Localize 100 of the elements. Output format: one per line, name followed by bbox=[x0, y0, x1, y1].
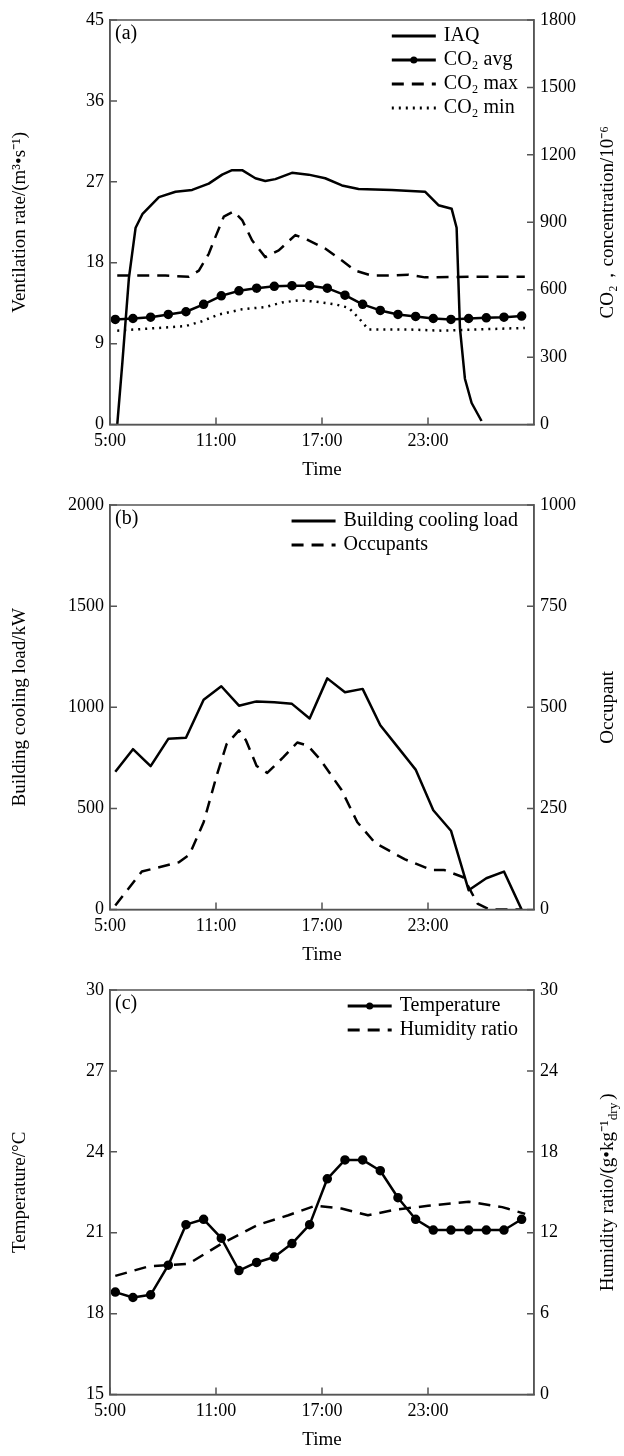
annotation: (b) bbox=[115, 506, 139, 530]
x-tick-label: 17:00 bbox=[301, 1400, 343, 1421]
y-tick-label: 1000 bbox=[68, 696, 104, 717]
point bbox=[287, 1238, 297, 1249]
legend-label: Temperature bbox=[399, 993, 501, 1017]
point bbox=[463, 313, 474, 324]
x-tick-label: 23:00 bbox=[407, 1400, 449, 1421]
x-axis-title: Time bbox=[302, 1427, 342, 1449]
point bbox=[234, 1265, 244, 1276]
point bbox=[269, 1252, 280, 1262]
point bbox=[145, 1290, 156, 1300]
point bbox=[181, 307, 191, 317]
point bbox=[163, 1260, 174, 1270]
x-tick-label: 23:00 bbox=[407, 430, 449, 451]
y2-axis-title: CO₂，concentration/10⁻⁶ bbox=[595, 126, 617, 319]
legend-label: Building cooling load bbox=[343, 508, 518, 532]
point bbox=[216, 1233, 227, 1243]
y2-tick-label: 1800 bbox=[540, 8, 576, 29]
point bbox=[393, 1192, 403, 1203]
x-tick-label: 23:00 bbox=[407, 915, 449, 936]
y-axis-title: Building cooling load/kW bbox=[7, 608, 29, 807]
point bbox=[499, 312, 509, 322]
y-tick-label: 500 bbox=[77, 797, 104, 818]
y-tick-label: 30 bbox=[86, 978, 104, 999]
y2-tick-label: 1000 bbox=[540, 493, 576, 514]
point bbox=[198, 1214, 209, 1225]
legend-label: Occupants bbox=[343, 532, 429, 556]
y-tick-label: 45 bbox=[86, 8, 104, 29]
point bbox=[516, 311, 527, 321]
x-tick-label: 11:00 bbox=[195, 915, 237, 936]
y2-axis-title: Humidity ratio/(g•kg⁻¹dry) bbox=[595, 1093, 621, 1292]
y-tick-label: 18 bbox=[86, 251, 104, 272]
point bbox=[198, 299, 209, 310]
point bbox=[163, 309, 174, 320]
y2-tick-label: 750 bbox=[540, 594, 567, 615]
y2-tick-label: 30 bbox=[540, 978, 558, 999]
point bbox=[375, 1165, 386, 1176]
y2-tick-label: 0 bbox=[540, 898, 549, 919]
y-tick-label: 9 bbox=[95, 332, 104, 353]
point bbox=[357, 1155, 368, 1165]
point bbox=[304, 280, 315, 291]
point bbox=[481, 1225, 492, 1235]
point bbox=[216, 291, 227, 301]
y2-tick-label: 900 bbox=[540, 211, 567, 232]
y2-tick-label: 1500 bbox=[540, 76, 576, 97]
y2-tick-label: 12 bbox=[540, 1221, 558, 1242]
y2-tick-label: 250 bbox=[540, 797, 567, 818]
y-tick-label: 27 bbox=[86, 1059, 104, 1080]
point bbox=[322, 283, 333, 293]
y2-tick-label: 500 bbox=[540, 696, 567, 717]
point bbox=[287, 280, 297, 291]
x-axis-title: Time bbox=[302, 457, 342, 479]
legend-label: CO₂ min bbox=[443, 95, 515, 118]
point bbox=[375, 305, 386, 316]
point bbox=[251, 1257, 262, 1268]
y-tick-label: 27 bbox=[86, 170, 104, 191]
legend-label: IAQ bbox=[443, 23, 480, 46]
y2-axis-title: Occupant bbox=[595, 670, 617, 744]
point bbox=[322, 1174, 333, 1184]
y-tick-label: 36 bbox=[86, 89, 104, 110]
y2-tick-label: 0 bbox=[540, 1383, 549, 1404]
legend-label: CO₂ avg bbox=[443, 47, 513, 71]
x-tick-label: 11:00 bbox=[195, 430, 237, 451]
y2-tick-label: 1200 bbox=[540, 143, 576, 164]
point bbox=[340, 290, 350, 300]
y2-tick-label: 6 bbox=[540, 1302, 549, 1323]
legend-label: CO₂ max bbox=[443, 71, 519, 94]
point bbox=[128, 313, 138, 324]
point bbox=[410, 311, 421, 322]
x-tick-label: 17:00 bbox=[301, 430, 343, 451]
point bbox=[463, 1225, 474, 1235]
point bbox=[145, 312, 156, 322]
point bbox=[410, 1214, 421, 1225]
y-axis-title: Ventilation rate/(m³•s⁻¹) bbox=[7, 131, 30, 313]
point bbox=[499, 1225, 509, 1235]
annotation: (c) bbox=[115, 991, 138, 1015]
point bbox=[110, 1287, 121, 1297]
y2-tick-label: 0 bbox=[540, 413, 549, 434]
point bbox=[340, 1155, 350, 1165]
y2-tick-label: 300 bbox=[540, 345, 567, 366]
y2-tick-label: 24 bbox=[540, 1059, 558, 1080]
point bbox=[357, 299, 368, 310]
y-tick-label: 21 bbox=[86, 1221, 104, 1242]
y2-tick-label: 600 bbox=[540, 278, 567, 299]
point bbox=[481, 313, 492, 323]
point bbox=[446, 1225, 456, 1235]
legend-label: Humidity ratio bbox=[399, 1017, 519, 1041]
point bbox=[128, 1292, 138, 1303]
point bbox=[428, 1225, 439, 1235]
point bbox=[516, 1214, 527, 1225]
x-tick-label: 11:00 bbox=[195, 1400, 237, 1421]
y2-tick-label: 18 bbox=[540, 1140, 558, 1161]
point bbox=[110, 314, 121, 325]
x-axis-title: Time bbox=[302, 942, 342, 964]
point bbox=[446, 314, 456, 325]
x-tick-label: 17:00 bbox=[301, 915, 343, 936]
point bbox=[181, 1219, 191, 1230]
annotation: (a) bbox=[115, 21, 138, 45]
y-tick-label: 24 bbox=[86, 1140, 104, 1161]
y-tick-label: 2000 bbox=[68, 493, 104, 514]
